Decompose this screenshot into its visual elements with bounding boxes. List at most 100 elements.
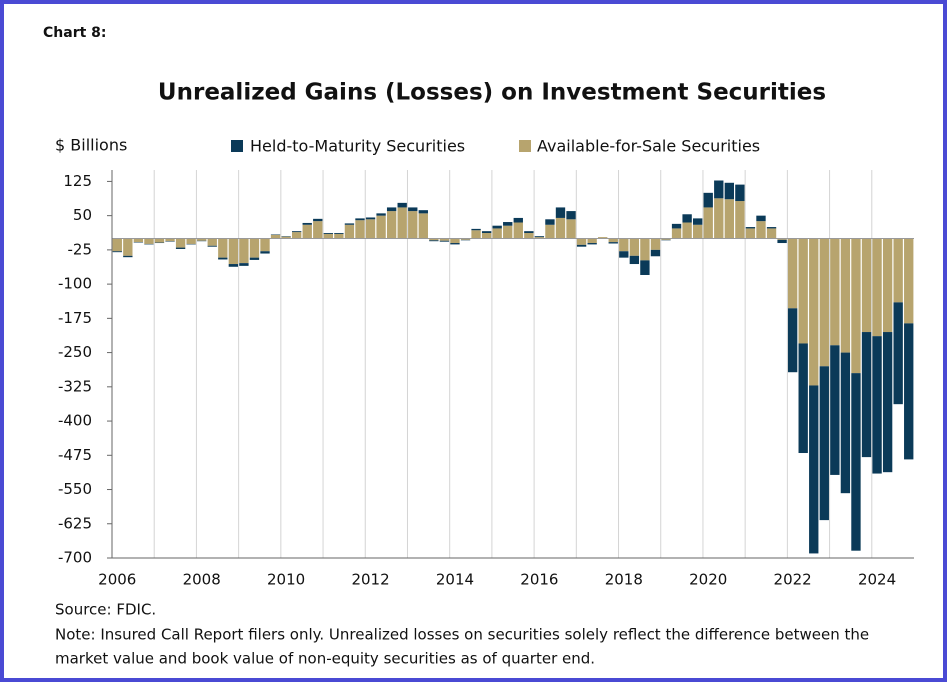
bar [344, 223, 355, 225]
bar [112, 238, 122, 252]
bar [123, 238, 133, 256]
bar [714, 198, 724, 239]
bar [598, 237, 608, 239]
bar [197, 238, 207, 241]
chart-title: Unrealized Gains (Losses) on Investment … [158, 80, 826, 106]
bar [207, 245, 217, 247]
bar [819, 238, 829, 367]
bar [344, 224, 355, 239]
bar [112, 251, 122, 253]
bar [692, 224, 703, 239]
bar [576, 238, 587, 245]
bar [386, 211, 397, 239]
bar [745, 227, 756, 229]
bar [397, 207, 407, 239]
y-tick-label: 50 [73, 206, 92, 224]
bar [492, 228, 502, 239]
bar [408, 207, 418, 212]
y-tick-label: -325 [58, 377, 92, 395]
y-tick-label: -25 [68, 240, 93, 258]
bar [249, 257, 260, 260]
bar [619, 251, 629, 258]
bar [640, 238, 650, 261]
x-tick-label: 2008 [183, 571, 221, 589]
bar [608, 242, 618, 244]
bar [481, 232, 492, 239]
bar [566, 211, 576, 220]
bar [260, 238, 270, 252]
bar [524, 232, 534, 239]
bar [555, 207, 566, 218]
bar [334, 232, 344, 234]
bar [450, 243, 460, 245]
bar [503, 222, 513, 226]
y-tick-label: -475 [58, 446, 92, 464]
bar [840, 352, 851, 494]
bar [218, 238, 228, 258]
bar [323, 233, 334, 239]
x-tick-label: 2022 [774, 571, 812, 589]
bar [555, 217, 566, 239]
note: Note: Insured Call Report filers only. U… [55, 626, 869, 644]
note: market value and book value of non-equit… [55, 650, 595, 668]
bar [745, 228, 756, 239]
bar [228, 238, 239, 265]
bar [777, 238, 787, 240]
x-tick-label: 2006 [98, 571, 136, 589]
bar [355, 220, 365, 239]
bar [355, 218, 365, 221]
y-tick-label: -700 [58, 549, 92, 567]
bar [534, 236, 545, 238]
legend-label: Available-for-Sale Securities [537, 137, 760, 156]
bar [714, 180, 724, 199]
bar [682, 222, 692, 239]
y-tick-label: -100 [58, 275, 92, 293]
bar [376, 215, 386, 239]
bar [313, 218, 323, 222]
bar [313, 221, 323, 239]
bar [154, 238, 165, 243]
bar [302, 224, 312, 239]
bar [830, 238, 840, 346]
bar [165, 238, 175, 242]
bar [260, 251, 270, 254]
x-tick-label: 2018 [605, 571, 643, 589]
bar [492, 225, 502, 229]
bar [872, 238, 882, 337]
bar [133, 238, 144, 243]
bar [587, 243, 597, 245]
bar [724, 199, 735, 239]
bar [798, 238, 808, 344]
bar [756, 221, 766, 239]
bar [798, 343, 808, 454]
bar [787, 238, 798, 309]
bar [123, 255, 133, 258]
x-tick-label: 2024 [858, 571, 896, 589]
bar [682, 214, 692, 223]
bar [566, 219, 576, 239]
bar [481, 231, 492, 233]
bar [534, 237, 545, 239]
bar [439, 240, 450, 242]
y-axis-label: $ Billions [55, 136, 127, 155]
bar [228, 264, 239, 267]
bar [418, 213, 428, 239]
bar [872, 336, 882, 474]
bar [175, 247, 186, 249]
bar [439, 238, 450, 241]
x-tick-label: 2014 [436, 571, 474, 589]
y-tick-label: -400 [58, 412, 92, 430]
bar [429, 238, 439, 241]
bar [281, 236, 291, 239]
bar [513, 217, 523, 223]
bar [756, 215, 766, 222]
bar [218, 257, 228, 260]
bar [904, 323, 914, 460]
bar [692, 218, 703, 225]
bar [144, 238, 154, 244]
bar [735, 184, 745, 202]
bar [724, 182, 735, 200]
x-tick-label: 2016 [520, 571, 558, 589]
x-tick-label: 2012 [351, 571, 389, 589]
